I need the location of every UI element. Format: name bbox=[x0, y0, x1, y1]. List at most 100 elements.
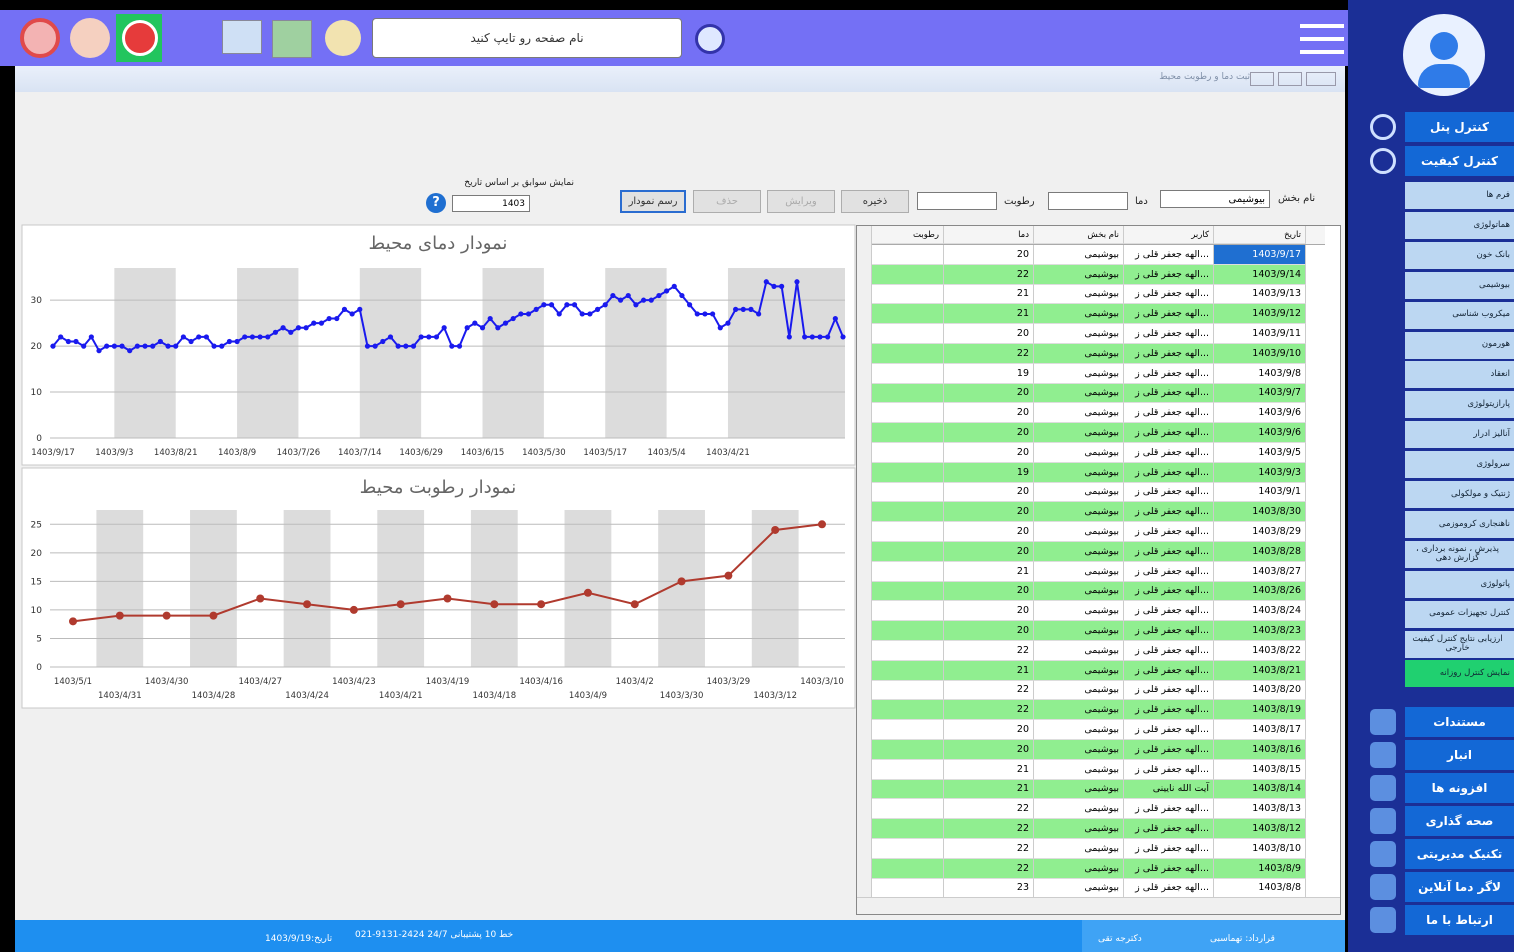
x-tick-label: 1403/4/21 bbox=[379, 691, 423, 701]
power-icon[interactable] bbox=[122, 20, 158, 56]
table-icon[interactable] bbox=[272, 20, 312, 58]
menu-button[interactable]: کنترل پنل bbox=[1405, 112, 1514, 142]
draw-chart-button[interactable]: رسم نمودار bbox=[620, 190, 686, 213]
help-icon[interactable]: ? bbox=[426, 193, 446, 213]
grid-row[interactable]: 1403/8/12 الهه جعفر قلی ز... بیوشیمی 22 bbox=[857, 819, 1325, 839]
go-icon[interactable] bbox=[695, 24, 725, 54]
column-header: نام بخش bbox=[1034, 226, 1124, 244]
submenu-item[interactable]: پاتولوژی bbox=[1405, 570, 1514, 598]
maximize[interactable] bbox=[1278, 72, 1302, 86]
menu-button[interactable]: صحه گذاری bbox=[1405, 806, 1514, 836]
grid-row[interactable]: 1403/8/28 الهه جعفر قلی ز... بیوشیمی 20 bbox=[857, 542, 1325, 562]
submenu-item[interactable]: هورمون bbox=[1405, 331, 1514, 359]
data-point bbox=[150, 343, 156, 349]
data-point bbox=[256, 594, 265, 603]
grid-row[interactable]: 1403/9/14 الهه جعفر قلی ز... بیوشیمی 22 bbox=[857, 264, 1325, 285]
submenu-item[interactable]: کنترل تجهیزات عمومی bbox=[1405, 600, 1514, 628]
grid-row[interactable]: 1403/8/19 الهه جعفر قلی ز... بیوشیمی 22 bbox=[857, 700, 1325, 721]
submenu-item[interactable]: بیوشیمی bbox=[1405, 271, 1514, 299]
grid-cell: بیوشیمی bbox=[1034, 304, 1124, 325]
grid-row[interactable]: 1403/8/21 الهه جعفر قلی ز... بیوشیمی 21 bbox=[857, 660, 1325, 681]
grid-row[interactable]: 1403/8/24 الهه جعفر قلی ز... بیوشیمی 20 bbox=[857, 601, 1325, 622]
grid-row[interactable]: 1403/9/6 الهه جعفر قلی ز... بیوشیمی 20 bbox=[857, 423, 1325, 443]
grid-row[interactable]: 1403/8/13 الهه جعفر قلی ز... بیوشیمی 22 bbox=[857, 799, 1325, 820]
grid-row[interactable]: 1403/8/27 الهه جعفر قلی ز... بیوشیمی 21 bbox=[857, 561, 1325, 582]
menu-button[interactable]: افزونه ها bbox=[1405, 773, 1514, 803]
grid-row[interactable]: 1403/9/17 الهه جعفر قلی ز... بیوشیمی 20 bbox=[857, 245, 1325, 265]
grid-row[interactable]: 1403/8/14 آیت الله نایینی بیوشیمی 21 bbox=[857, 779, 1325, 800]
submenu-item[interactable]: هماتولوژی bbox=[1405, 211, 1514, 239]
grid-row[interactable]: 1403/8/23 الهه جعفر قلی ز... بیوشیمی 20 bbox=[857, 621, 1325, 641]
grid-row[interactable]: 1403/9/5 الهه جعفر قلی ز... بیوشیمی 20 bbox=[857, 443, 1325, 463]
grid-cell: 20 bbox=[944, 720, 1034, 740]
humidity-input[interactable] bbox=[917, 192, 997, 210]
search-icon[interactable] bbox=[325, 20, 361, 56]
menu-button[interactable]: لاگر دما آنلاین bbox=[1405, 872, 1514, 902]
grid-row[interactable]: 1403/9/3 الهه جعفر قلی ز... بیوشیمی 19 bbox=[857, 462, 1325, 483]
submenu-item[interactable]: میکروب شناسی bbox=[1405, 301, 1514, 329]
data-point bbox=[349, 311, 355, 317]
submenu-item[interactable]: بانک خون bbox=[1405, 241, 1514, 269]
menu-button[interactable]: تکنیک مدیریتی bbox=[1405, 839, 1514, 869]
submenu-item[interactable]: ناهنجاری کروموزمی bbox=[1405, 510, 1514, 538]
submenu-item[interactable]: آنالیز ادرار bbox=[1405, 421, 1514, 449]
search-box[interactable]: نام صفحه رو تایپ کنید bbox=[372, 18, 682, 58]
grid-row[interactable]: 1403/9/13 الهه جعفر قلی ز... بیوشیمی 21 bbox=[857, 284, 1325, 305]
submenu-item[interactable]: فرم ها bbox=[1405, 182, 1514, 209]
scrollbar[interactable] bbox=[857, 226, 872, 898]
section-label: نام بخش bbox=[1278, 193, 1316, 204]
save-button[interactable]: ذخیره bbox=[841, 190, 909, 213]
menu-button[interactable]: کنترل کیفیت bbox=[1405, 146, 1514, 176]
grid-row[interactable]: 1403/8/17 الهه جعفر قلی ز... بیوشیمی 20 bbox=[857, 720, 1325, 740]
grid-row[interactable]: 1403/9/1 الهه جعفر قلی ز... بیوشیمی 20 bbox=[857, 482, 1325, 503]
close-icon[interactable] bbox=[20, 18, 60, 58]
menu-button[interactable]: ارتباط با ما bbox=[1405, 905, 1514, 935]
submenu-item[interactable]: انعقاد bbox=[1405, 361, 1514, 389]
grid-cell: 1403/9/3 bbox=[1214, 462, 1306, 483]
submenu-item[interactable]: ارزیابی نتایج کنترل کیفیت خارجی bbox=[1405, 630, 1514, 658]
grid-row[interactable]: 1403/9/12 الهه جعفر قلی ز... بیوشیمی 21 bbox=[857, 304, 1325, 325]
section-select[interactable]: بیوشیمی bbox=[1160, 190, 1270, 208]
temp-input[interactable] bbox=[1048, 192, 1128, 210]
grid-row[interactable]: 1403/9/10 الهه جعفر قلی ز... بیوشیمی 22 bbox=[857, 344, 1325, 364]
year-input[interactable]: 1403 bbox=[452, 195, 530, 212]
submenu-item[interactable]: ژنتیک و مولکولی bbox=[1405, 481, 1514, 508]
grid-row[interactable]: 1403/8/10 الهه جعفر قلی ز... بیوشیمی 22 bbox=[857, 839, 1325, 859]
grid-row[interactable]: 1403/8/29 الهه جعفر قلی ز... بیوشیمی 20 bbox=[857, 522, 1325, 542]
delete-button[interactable]: حذف bbox=[693, 190, 761, 213]
close[interactable] bbox=[1306, 72, 1336, 86]
menu-button[interactable]: انبار bbox=[1405, 740, 1514, 770]
minimize[interactable] bbox=[1250, 72, 1274, 86]
data-point bbox=[357, 306, 363, 312]
y-tick-label: 20 bbox=[31, 549, 43, 559]
menu-button[interactable]: مستندات bbox=[1405, 707, 1514, 737]
submenu-item[interactable]: پارازیتولوژی bbox=[1405, 391, 1514, 419]
grid-row[interactable]: 1403/8/16 الهه جعفر قلی ز... بیوشیمی 20 bbox=[857, 740, 1325, 760]
grid-row[interactable]: 1403/8/20 الهه جعفر قلی ز... بیوشیمی 22 bbox=[857, 680, 1325, 701]
grid-row[interactable]: 1403/8/26 الهه جعفر قلی ز... بیوشیمی 20 bbox=[857, 581, 1325, 602]
submenu-item[interactable]: سرولوژی bbox=[1405, 451, 1514, 479]
menu-icon[interactable] bbox=[1300, 24, 1344, 54]
submenu-item[interactable]: پذیرش ، نمونه برداری ، گزارش دهی bbox=[1405, 540, 1514, 568]
edit-button[interactable]: ویرایش bbox=[767, 190, 835, 213]
submenu-item[interactable]: نمایش کنترل روزانه bbox=[1405, 660, 1514, 688]
x-tick-label: 1403/5/30 bbox=[522, 448, 566, 458]
grid-row[interactable]: 1403/8/22 الهه جعفر قلی ز... بیوشیمی 22 bbox=[857, 641, 1325, 661]
grid-row[interactable]: 1403/8/15 الهه جعفر قلی ز... بیوشیمی 21 bbox=[857, 759, 1325, 780]
grid-cell: 1403/8/9 bbox=[1214, 858, 1306, 879]
data-point bbox=[472, 320, 478, 326]
grid-row[interactable]: 1403/8/9 الهه جعفر قلی ز... بیوشیمی 22 bbox=[857, 858, 1325, 879]
grid-cell: 22 bbox=[944, 839, 1034, 859]
grid-row[interactable]: 1403/9/8 الهه جعفر قلی ز... بیوشیمی 19 bbox=[857, 363, 1325, 384]
grid-row[interactable]: 1403/9/6 الهه جعفر قلی ز... بیوشیمی 20 bbox=[857, 403, 1325, 424]
monitor-icon[interactable] bbox=[70, 18, 110, 58]
grid-row[interactable]: 1403/9/7 الهه جعفر قلی ز... بیوشیمی 20 bbox=[857, 383, 1325, 404]
grid-cell: 1403/9/7 bbox=[1214, 383, 1306, 404]
x-tick-label: 1403/4/28 bbox=[192, 691, 236, 701]
h-scrollbar[interactable] bbox=[857, 897, 1340, 914]
grid-row[interactable]: 1403/9/11 الهه جعفر قلی ز... بیوشیمی 20 bbox=[857, 324, 1325, 344]
data-point bbox=[610, 292, 616, 299]
grid-row[interactable]: 1403/8/8 الهه جعفر قلی ز... بیوشیمی 23 bbox=[857, 878, 1325, 899]
grid-row[interactable]: 1403/8/30 الهه جعفر قلی ز... بیوشیمی 20 bbox=[857, 502, 1325, 523]
chart-icon[interactable] bbox=[222, 20, 262, 54]
